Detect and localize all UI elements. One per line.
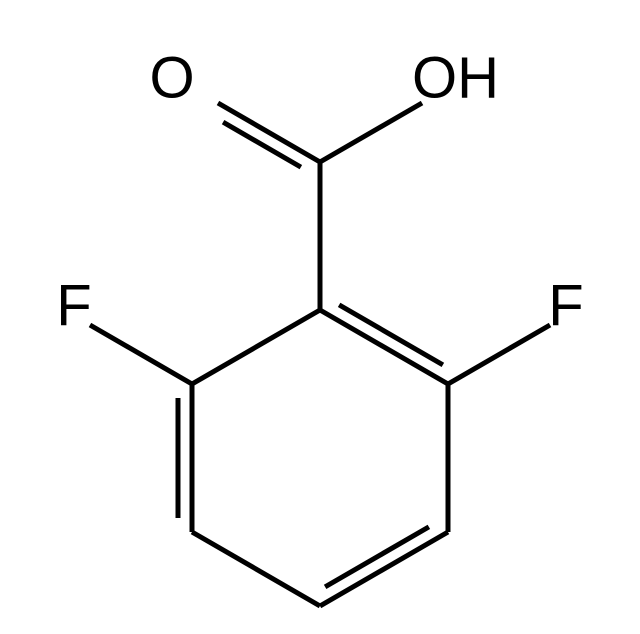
atom-label-O8: O: [149, 45, 194, 110]
atom-label-F10: F: [56, 273, 91, 338]
molecule-diagram: O OH F F: [0, 0, 640, 634]
atom-label-O9: OH: [412, 45, 499, 110]
atom-label-F11: F: [548, 273, 583, 338]
